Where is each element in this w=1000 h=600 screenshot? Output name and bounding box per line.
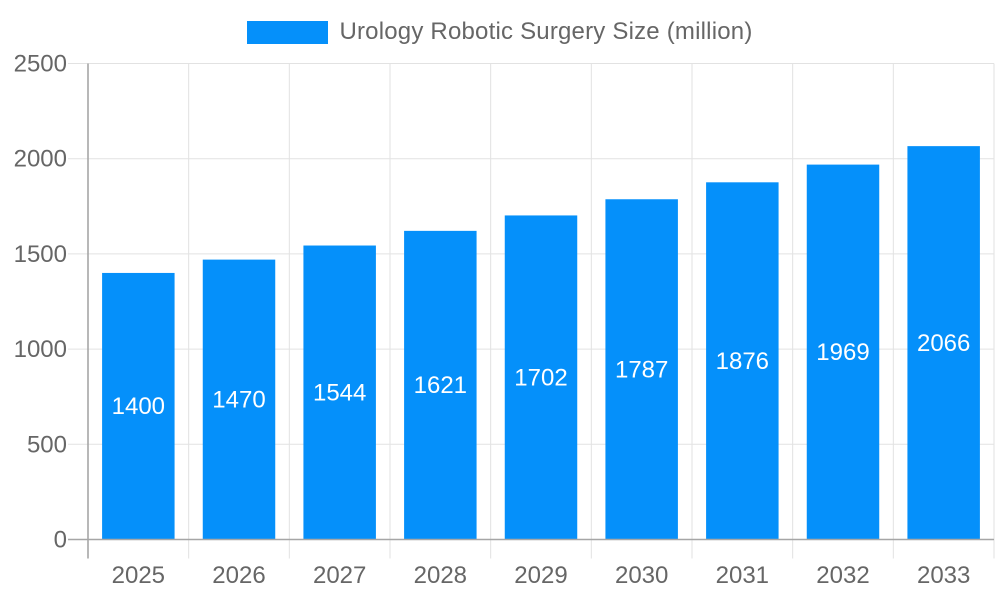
bar-2029[interactable] xyxy=(504,215,578,540)
bar-value-label: 1621 xyxy=(414,372,467,399)
y-axis-label: 2000 xyxy=(14,146,67,173)
bar-2028[interactable] xyxy=(404,230,477,540)
bar-2032[interactable] xyxy=(806,164,880,540)
bar-2031[interactable] xyxy=(706,182,779,540)
bar-2026[interactable] xyxy=(202,259,276,540)
y-axis-label: 1000 xyxy=(14,336,67,363)
bar-value-label: 1470 xyxy=(212,387,265,414)
legend-label: Urology Robotic Surgery Size (million) xyxy=(339,18,753,45)
bar-value-label: 1787 xyxy=(615,356,668,383)
x-axis-label: 2028 xyxy=(414,562,467,589)
bar-value-label: 2066 xyxy=(917,330,970,357)
x-axis-label: 2030 xyxy=(615,562,668,589)
bar-2033[interactable] xyxy=(907,146,980,540)
legend-item[interactable]: Urology Robotic Surgery Size (million) xyxy=(0,18,1000,46)
y-axis-label: 1500 xyxy=(14,241,67,268)
bar-2030[interactable] xyxy=(605,199,678,540)
bar-2027[interactable] xyxy=(303,245,376,540)
x-axis-label: 2027 xyxy=(313,562,366,589)
y-axis-label: 2500 xyxy=(14,51,67,78)
bar-value-label: 1702 xyxy=(514,364,567,391)
x-axis-label: 2031 xyxy=(716,562,769,589)
x-axis-label: 2029 xyxy=(514,562,567,589)
x-axis-label: 2033 xyxy=(917,562,970,589)
bar-value-label: 1969 xyxy=(816,339,869,366)
y-axis-label: 0 xyxy=(54,527,67,554)
bar-value-label: 1400 xyxy=(112,393,165,420)
x-axis-label: 2032 xyxy=(816,562,869,589)
bar-value-label: 1544 xyxy=(313,380,366,407)
bar-2025[interactable] xyxy=(102,272,175,540)
y-axis-label: 500 xyxy=(27,431,67,458)
bar-value-label: 1876 xyxy=(716,348,769,375)
x-axis-label: 2025 xyxy=(112,562,165,589)
x-axis-label: 2026 xyxy=(212,562,265,589)
legend-swatch xyxy=(247,20,329,44)
